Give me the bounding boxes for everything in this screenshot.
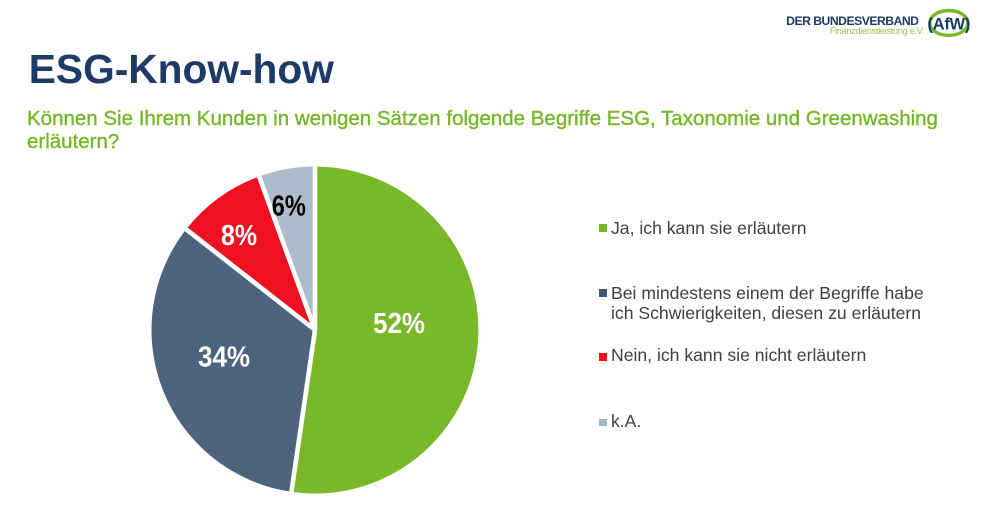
svg-text:8%: 8% [221, 220, 257, 252]
svg-text:6%: 6% [272, 191, 306, 223]
svg-text:34%: 34% [198, 342, 250, 374]
svg-text:(AfW): (AfW) [928, 16, 970, 34]
svg-text:52%: 52% [373, 308, 425, 340]
